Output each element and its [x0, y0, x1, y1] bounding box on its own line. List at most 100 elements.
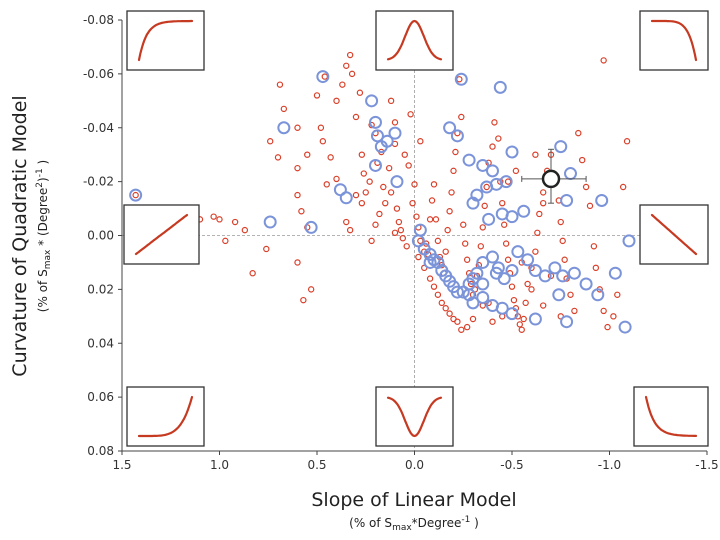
red-data-point: [294, 191, 301, 199]
blue-data-point: [564, 167, 577, 181]
inset-top-right: [639, 10, 709, 71]
x-tick-label: 0.5: [307, 458, 326, 472]
red-data-point: [502, 240, 510, 247]
blue-data-point: [567, 266, 581, 280]
red-data-point: [458, 113, 465, 121]
y-tick-label: -0.04: [83, 121, 114, 135]
blue-data-point: [486, 250, 499, 264]
red-data-point: [313, 92, 321, 99]
red-data-point: [397, 226, 405, 234]
red-data-point: [561, 256, 568, 263]
blue-data-point: [482, 212, 496, 226]
red-data-point: [623, 138, 631, 145]
red-data-point: [415, 253, 422, 261]
highlight-point-with-error-bars: [521, 148, 587, 204]
red-data-point: [604, 323, 611, 331]
red-data-point: [571, 307, 578, 315]
x-tick-label: 0.0: [405, 458, 424, 472]
blue-data-point: [511, 245, 525, 259]
red-data-point: [267, 138, 274, 145]
red-data-point: [586, 202, 594, 210]
red-data-point: [614, 291, 621, 298]
red-data-point: [504, 256, 512, 263]
red-data-point: [563, 275, 570, 282]
red-data-point: [524, 280, 531, 288]
red-data-point: [518, 326, 525, 333]
red-data-point: [346, 51, 354, 59]
series-blue-points: [129, 70, 636, 334]
blue-data-point: [466, 196, 480, 210]
blue-data-point: [538, 269, 552, 283]
red-data-point: [501, 221, 508, 228]
red-data-point: [403, 243, 410, 250]
red-data-point: [132, 191, 139, 199]
red-data-point: [343, 62, 350, 69]
blue-data-point: [591, 288, 605, 302]
y-tick-label: 0.02: [87, 282, 114, 296]
inset-frame: [126, 10, 205, 71]
red-data-point: [463, 323, 471, 331]
inset-curve: [134, 213, 189, 256]
blue-data-point: [476, 255, 490, 269]
red-data-point: [491, 119, 498, 126]
red-data-point: [540, 189, 547, 196]
blue-data-point: [528, 312, 542, 326]
red-data-point: [590, 243, 598, 250]
red-data-point: [428, 197, 436, 204]
red-data-point: [395, 218, 403, 226]
red-data-point: [442, 305, 449, 312]
y-tick-label: 0.04: [87, 336, 114, 350]
inset-bottom-left: [126, 386, 205, 447]
y-tick-label: -0.06: [83, 67, 114, 81]
blue-data-point: [554, 140, 568, 154]
red-data-point: [393, 205, 401, 212]
blue-data-point: [304, 220, 318, 234]
red-data-point: [360, 170, 367, 177]
red-data-point: [387, 189, 395, 196]
blue-data-point: [380, 134, 394, 148]
blue-data-point: [476, 277, 490, 291]
red-data-point: [249, 270, 256, 277]
red-data-point: [358, 151, 366, 158]
red-data-point: [343, 218, 350, 226]
red-data-point: [391, 119, 399, 126]
x-axis-subtitle: (% of Smax*Degree-1 ): [349, 515, 479, 533]
red-data-point: [352, 191, 360, 199]
inset-frame: [633, 386, 709, 447]
red-data-point: [458, 326, 465, 333]
blue-data-point: [505, 264, 519, 278]
red-data-point: [481, 202, 488, 210]
red-data-point: [489, 318, 496, 325]
red-data-point: [319, 138, 327, 145]
inset-middle-left: [123, 204, 200, 265]
blue-data-point: [505, 210, 519, 224]
blue-data-point: [365, 94, 379, 108]
red-data-point: [426, 216, 434, 223]
red-data-point: [446, 208, 453, 215]
red-data-point: [372, 221, 379, 228]
x-tick-label: -0.5: [500, 458, 523, 472]
blue-data-point: [528, 264, 542, 278]
inset-curve: [650, 213, 698, 256]
blue-data-point: [277, 121, 291, 135]
red-data-point: [333, 175, 340, 183]
red-data-point: [456, 76, 463, 83]
blue-data-point: [595, 193, 609, 207]
blue-data-point: [339, 191, 353, 205]
inset-frame: [639, 10, 709, 71]
red-data-point: [294, 259, 301, 266]
red-data-point: [352, 113, 360, 121]
zero-reference-lines: [122, 20, 707, 451]
red-data-point: [348, 70, 356, 78]
blue-data-point: [450, 285, 464, 299]
inset-bottom-right: [633, 386, 709, 447]
blue-data-point: [423, 255, 437, 269]
inset-curve: [137, 19, 194, 62]
red-data-point: [532, 151, 539, 158]
red-data-point: [450, 167, 457, 175]
blue-data-point: [495, 301, 509, 315]
red-data-point: [540, 199, 547, 207]
blue-data-point: [556, 269, 570, 283]
red-data-point: [413, 213, 420, 220]
blue-data-point: [388, 126, 402, 140]
